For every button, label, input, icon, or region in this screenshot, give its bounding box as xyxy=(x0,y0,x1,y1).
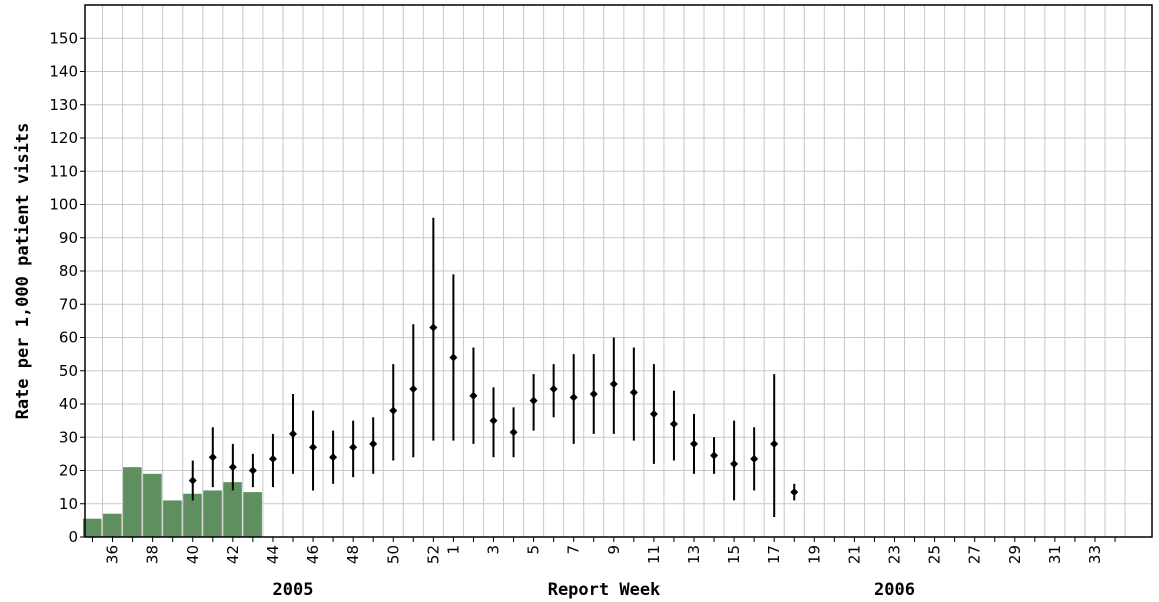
y-axis-title: Rate per 1,000 patient visits xyxy=(13,123,33,420)
data-point xyxy=(228,463,237,472)
data-point xyxy=(449,353,458,362)
bar xyxy=(143,473,162,537)
x-tick-label: 44 xyxy=(264,545,282,564)
y-tick-label: 90 xyxy=(59,229,78,247)
bar xyxy=(123,467,142,537)
data-point xyxy=(770,439,779,448)
y-tick-label: 40 xyxy=(59,395,78,413)
x-tick-label: 17 xyxy=(765,545,783,564)
x-axis-ticks: 36 38 40 42 44 46 48 50 52 1 3 5 7 9 11 13 15 17 19 21 23 25 2… xyxy=(92,537,1116,564)
data-point xyxy=(409,385,418,394)
data-point xyxy=(289,429,297,438)
x-tick-label: 11 xyxy=(645,545,663,564)
x-tick-label: 31 xyxy=(1046,545,1064,564)
data-point xyxy=(629,388,638,397)
data-point xyxy=(710,451,719,460)
data-point xyxy=(529,396,538,405)
data-point xyxy=(188,476,197,485)
year-labels: 2005 2006 xyxy=(273,580,915,600)
y-tick-label: 130 xyxy=(49,96,78,114)
x-tick-label: 46 xyxy=(304,545,322,564)
y-tick-label: 60 xyxy=(59,329,78,347)
x-tick-label: 1 xyxy=(444,545,462,555)
data-point xyxy=(268,454,277,463)
data-point xyxy=(248,466,257,475)
x-tick-label: 36 xyxy=(104,545,122,564)
x-tick-label: 5 xyxy=(525,545,543,555)
bar xyxy=(103,513,122,537)
data-point xyxy=(649,409,658,418)
data-point xyxy=(549,385,558,394)
data-point xyxy=(369,439,378,448)
data-point xyxy=(329,453,338,462)
data-point xyxy=(730,459,739,468)
y-tick-label: 0 xyxy=(68,528,78,546)
x-tick-label: 48 xyxy=(344,545,362,564)
x-tick-label: 40 xyxy=(184,545,202,564)
x-tick-label: 25 xyxy=(926,545,944,564)
data-point xyxy=(569,393,578,402)
y-tick-label: 150 xyxy=(49,29,78,47)
data-point xyxy=(790,488,799,497)
year-label: 2005 xyxy=(273,580,314,600)
point-series xyxy=(188,217,799,518)
bar xyxy=(82,518,102,537)
y-tick-label: 110 xyxy=(49,162,78,180)
x-tick-label: 27 xyxy=(966,545,984,564)
data-point xyxy=(469,391,478,400)
x-tick-label: 42 xyxy=(224,545,242,564)
x-tick-label: 13 xyxy=(685,545,703,564)
data-point xyxy=(389,406,398,415)
x-tick-label: 15 xyxy=(725,545,743,564)
data-point xyxy=(349,443,358,452)
x-tick-label: 33 xyxy=(1086,545,1104,564)
x-tick-label: 9 xyxy=(605,545,623,555)
data-point xyxy=(309,443,318,452)
bar-series xyxy=(82,467,262,537)
bar xyxy=(243,492,262,537)
x-tick-label: 3 xyxy=(485,545,503,555)
y-tick-label: 20 xyxy=(59,462,78,480)
y-tick-label: 140 xyxy=(49,63,78,81)
data-point xyxy=(429,323,438,332)
data-point xyxy=(609,380,618,389)
data-point xyxy=(589,390,598,399)
data-point xyxy=(489,416,498,425)
gridlines xyxy=(85,5,1152,537)
x-tick-label: 21 xyxy=(845,545,863,564)
bar xyxy=(183,493,202,537)
x-tick-label: 38 xyxy=(144,545,162,564)
x-tick-label: 23 xyxy=(886,545,904,564)
x-tick-label: 52 xyxy=(424,545,442,564)
y-tick-label: 80 xyxy=(59,262,78,280)
bar xyxy=(223,482,242,537)
x-tick-label: 50 xyxy=(384,545,402,564)
x-tick-label: 19 xyxy=(805,545,823,564)
y-tick-label: 120 xyxy=(49,129,78,147)
data-point xyxy=(750,454,759,463)
year-label: 2006 xyxy=(874,580,915,600)
y-tick-label: 100 xyxy=(49,196,78,214)
data-point xyxy=(690,439,698,448)
bar xyxy=(163,500,182,537)
x-tick-label: 7 xyxy=(565,545,583,555)
y-tick-label: 50 xyxy=(59,362,78,380)
x-axis-title: Report Week xyxy=(548,580,661,600)
y-tick-label: 70 xyxy=(59,295,78,313)
data-point xyxy=(509,428,518,437)
x-tick-label: 29 xyxy=(1006,545,1024,564)
data-point xyxy=(669,419,678,428)
data-point xyxy=(208,453,217,462)
y-tick-label: 30 xyxy=(59,428,78,446)
y-tick-label: 10 xyxy=(59,495,78,513)
y-axis-ticks: 0 10 20 30 40 50 60 70 80 90 100 110 120 130 140 150 xyxy=(49,29,85,546)
bar xyxy=(203,490,222,537)
